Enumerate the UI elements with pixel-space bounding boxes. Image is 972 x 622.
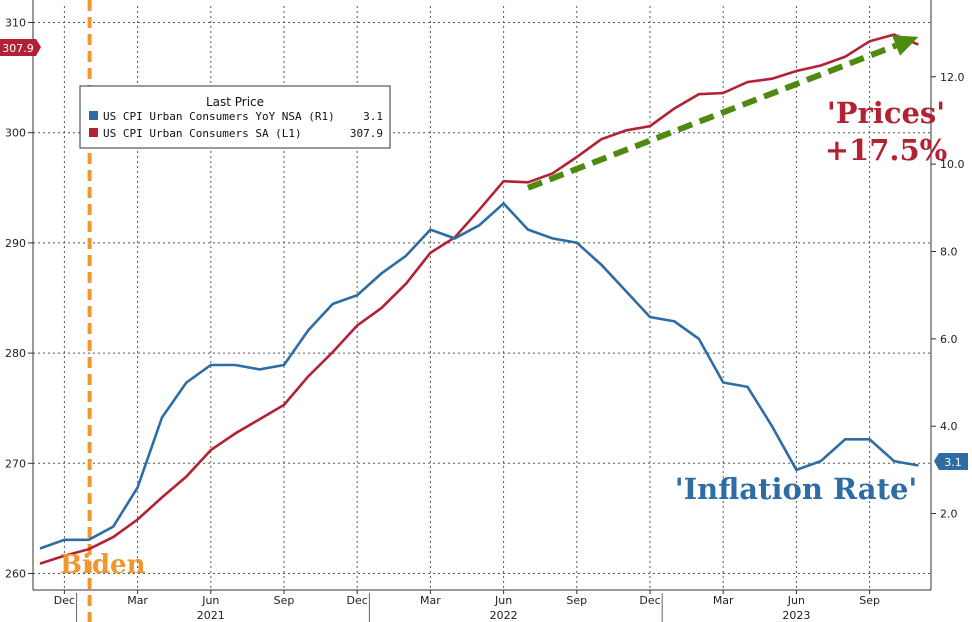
axes [32,0,932,591]
right-last-price-tag: 3.1 [934,453,968,470]
prices-annotation-change: +17.5% [825,133,948,167]
legend-value-inflation: 3.1 [363,110,383,123]
x-tick-label-7: Sep [566,594,587,607]
x-tick-label-6: Jun [494,594,512,607]
left-tick-label-280: 280 [5,347,26,360]
left-tick-label-290: 290 [5,237,26,250]
legend: Last Price US CPI Urban Consumers YoY NS… [79,85,391,149]
right-tick-label-8.0: 8.0 [940,245,958,258]
left-tag-value: 307.9 [2,42,34,55]
legend-title: Last Price [206,95,264,109]
left-tick-label-260: 260 [5,567,26,580]
inflation-annotation: 'Inflation Rate' [675,472,918,506]
trend-arrow-shaft [526,42,898,191]
inflation-series-line [39,201,919,550]
x-tick-label-10: Jun [787,594,805,607]
legend-label-prices: US CPI Urban Consumers SA (L1) [103,127,302,140]
x-tick-label-4: Dec [347,594,368,607]
right-tick-label-4.0: 4.0 [940,420,958,433]
year-label-2022: 2022 [490,609,518,622]
left-tag-shape [0,39,41,56]
gridlines [33,6,931,590]
prices-annotation-title: 'Prices' [827,96,945,130]
left-tick-label-310: 310 [5,17,26,30]
x-tick-label-1: Mar [127,594,148,607]
x-tick-label-3: Sep [274,594,295,607]
legend-swatch-inflation [89,111,98,120]
legend-value-prices: 307.9 [350,127,383,140]
legend-box [79,85,391,149]
legend-label-inflation: US CPI Urban Consumers YoY NSA (R1) [103,110,335,123]
right-axis-ticks: 2.0 4.0 6.0 8.0 10.0 12.0 [931,71,965,521]
biden-annotation: Biden [60,550,146,580]
year-label-2021: 2021 [197,609,225,622]
right-tick-label-12.0: 12.0 [940,71,965,84]
year-label-2023: 2023 [782,609,810,622]
right-tick-label-10.0: 10.0 [940,158,965,171]
x-tick-label-11: Sep [859,594,880,607]
left-axis-ticks: 260 270 280 290 300 310 [5,17,33,580]
legend-swatch-prices [89,128,98,137]
x-axis-ticks: Dec Mar Jun Sep Dec Mar Jun Sep Dec Mar Jun Sep 2021… [54,590,880,622]
trend-arrow [526,35,919,191]
right-tag-value: 3.1 [944,456,962,469]
right-tag-shape [934,453,968,470]
x-tick-label-8: Dec [639,594,660,607]
x-tick-label-9: Mar [713,594,734,607]
x-tick-label-5: Mar [420,594,441,607]
x-tick-label-0: Dec [54,594,75,607]
prices-series-line [39,33,919,565]
right-tick-label-2.0: 2.0 [940,508,958,521]
left-tick-label-270: 270 [5,457,26,470]
right-tick-label-6.0: 6.0 [940,333,958,346]
x-tick-label-2: Jun [201,594,219,607]
left-last-price-tag: 307.9 [0,39,41,56]
trend-arrow-head [892,35,919,56]
left-tick-label-300: 300 [5,127,26,140]
